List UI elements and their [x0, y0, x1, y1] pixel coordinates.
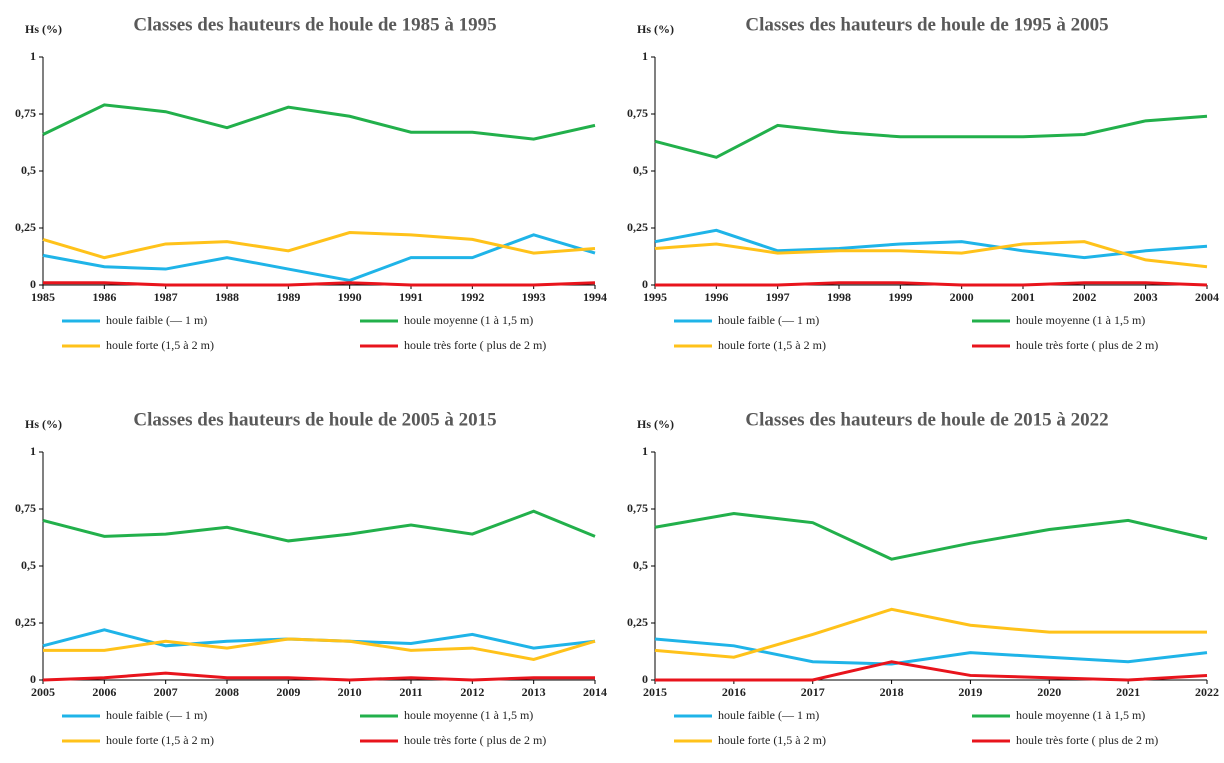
series-line [42, 103, 596, 141]
x-tick-label: 1989 [276, 290, 300, 304]
series-line [43, 637, 596, 662]
legend-label: houle moyenne (1 à 1,5 m) [1016, 708, 1145, 722]
legend-label: houle très forte ( plus de 2 m) [1016, 338, 1158, 352]
x-tick-label: 2018 [880, 685, 904, 699]
series-line [42, 231, 596, 260]
x-tick-label: 2015 [643, 685, 667, 699]
x-tick-label: 1992 [460, 290, 484, 304]
y-tick-label: 0,25 [627, 220, 648, 234]
legend-label: houle faible (— 1 m) [718, 708, 819, 722]
x-tick-label: 2013 [522, 685, 546, 699]
x-tick-label: 2014 [583, 685, 607, 699]
legend-label: houle faible (— 1 m) [718, 313, 819, 327]
legend-label: houle très forte ( plus de 2 m) [1016, 733, 1158, 747]
y-tick-label: 0,25 [15, 615, 36, 629]
x-tick-label: 2011 [399, 685, 422, 699]
x-tick-label: 1991 [399, 290, 423, 304]
legend-label: houle faible (— 1 m) [106, 313, 207, 327]
legend-label: houle forte (1,5 à 2 m) [718, 338, 826, 352]
x-tick-label: 2002 [1072, 290, 1096, 304]
x-tick-label: 1990 [338, 290, 362, 304]
legend-label: houle forte (1,5 à 2 m) [718, 733, 826, 747]
x-tick-label: 1994 [583, 290, 607, 304]
legend-label: houle forte (1,5 à 2 m) [106, 338, 214, 352]
series-line [655, 281, 1208, 287]
x-tick-label: 1986 [92, 290, 116, 304]
x-tick-label: 2004 [1195, 290, 1219, 304]
chart-title: Classes des hauteurs de houle de 2005 à … [133, 409, 496, 430]
x-tick-label: 2008 [215, 685, 239, 699]
y-tick-label: 0,75 [15, 501, 36, 515]
series-line [654, 114, 1208, 159]
x-tick-label: 1995 [643, 290, 667, 304]
x-tick-label: 1999 [888, 290, 912, 304]
y-tick-label: 0 [642, 277, 648, 291]
x-tick-label: 2005 [31, 685, 55, 699]
series-line [655, 660, 1208, 682]
series-line [654, 637, 1208, 666]
series-line [654, 512, 1208, 561]
y-tick-label: 0 [30, 672, 36, 686]
x-tick-label: 1997 [766, 290, 790, 304]
x-tick-label: 1993 [522, 290, 546, 304]
y-tick-label: 0,25 [15, 220, 36, 234]
y-tick-label: 0 [642, 672, 648, 686]
y-axis-label: Hs (%) [637, 417, 674, 431]
legend-label: houle moyenne (1 à 1,5 m) [404, 708, 533, 722]
x-tick-label: 2021 [1116, 685, 1140, 699]
y-tick-label: 0 [30, 277, 36, 291]
y-axis-label: Hs (%) [25, 417, 62, 431]
series-line [43, 281, 596, 287]
legend-label: houle moyenne (1 à 1,5 m) [404, 313, 533, 327]
x-tick-label: 2017 [801, 685, 825, 699]
y-tick-label: 0,75 [627, 501, 648, 515]
legend-label: houle forte (1,5 à 2 m) [106, 733, 214, 747]
legend-label: houle très forte ( plus de 2 m) [404, 338, 546, 352]
x-tick-label: 1998 [827, 290, 851, 304]
x-tick-label: 2012 [460, 685, 484, 699]
y-tick-label: 0,5 [633, 558, 648, 572]
y-tick-label: 0,5 [21, 558, 36, 572]
y-axis-label: Hs (%) [25, 22, 62, 36]
y-tick-label: 0,25 [627, 615, 648, 629]
series-line [654, 240, 1208, 269]
x-tick-label: 2003 [1134, 290, 1158, 304]
chart-title: Classes des hauteurs de houle de 1985 à … [133, 14, 496, 35]
y-tick-label: 1 [642, 49, 648, 63]
x-tick-label: 1996 [704, 290, 728, 304]
x-tick-label: 2001 [1011, 290, 1035, 304]
chart-title: Classes des hauteurs de houle de 2015 à … [745, 409, 1108, 430]
legend-label: houle très forte ( plus de 2 m) [404, 733, 546, 747]
x-tick-label: 2016 [722, 685, 746, 699]
y-tick-label: 0,75 [15, 106, 36, 120]
x-tick-label: 1987 [154, 290, 178, 304]
x-tick-label: 1985 [31, 290, 55, 304]
x-tick-label: 1988 [215, 290, 239, 304]
y-axis-label: Hs (%) [637, 22, 674, 36]
y-tick-label: 1 [642, 444, 648, 458]
x-tick-label: 2022 [1195, 685, 1219, 699]
x-tick-label: 2019 [958, 685, 982, 699]
x-tick-label: 2010 [338, 685, 362, 699]
y-tick-label: 1 [30, 49, 36, 63]
x-tick-label: 2009 [276, 685, 300, 699]
chart-title: Classes des hauteurs de houle de 1995 à … [745, 14, 1108, 35]
legend-label: houle faible (— 1 m) [106, 708, 207, 722]
x-tick-label: 2006 [92, 685, 116, 699]
legend-label: houle moyenne (1 à 1,5 m) [1016, 313, 1145, 327]
y-tick-label: 0,75 [627, 106, 648, 120]
x-tick-label: 2020 [1037, 685, 1061, 699]
series-line [42, 509, 596, 543]
x-tick-label: 2007 [154, 685, 178, 699]
x-tick-label: 2000 [950, 290, 974, 304]
y-tick-label: 0,5 [21, 163, 36, 177]
y-tick-label: 0,5 [633, 163, 648, 177]
y-tick-label: 1 [30, 444, 36, 458]
series-line [42, 671, 595, 682]
series-line [654, 228, 1208, 260]
series-line [654, 607, 1207, 659]
